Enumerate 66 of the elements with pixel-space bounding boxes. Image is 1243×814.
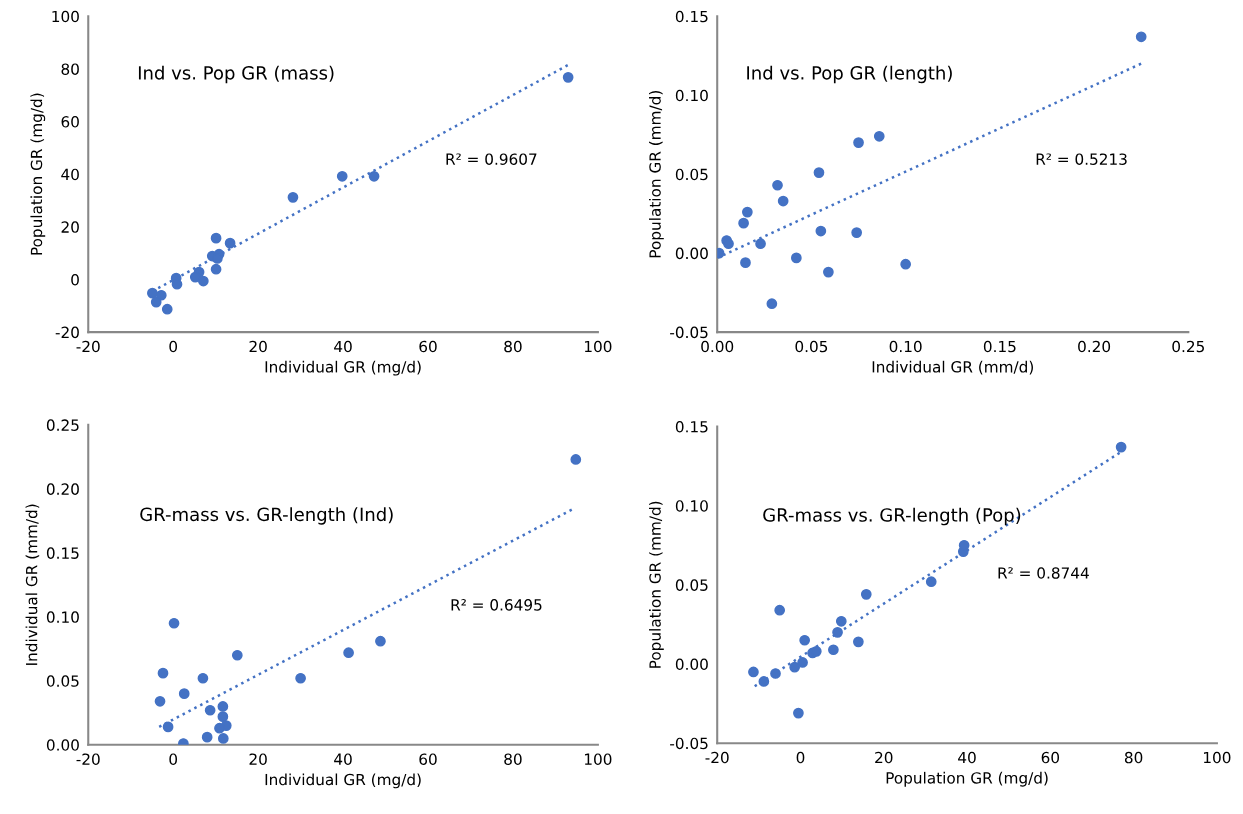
x-tick-label: 0 [796, 751, 805, 764]
y-tick-label: 0.15 [46, 547, 79, 559]
y-tick-label: 0.15 [675, 10, 708, 23]
text: GR-mass vs. GR-length (Pop) [763, 507, 1021, 526]
x-tick-label: 0.15 [983, 340, 1016, 353]
x-tick-label: 100 [584, 340, 612, 353]
y-tick-label: 0.05 [675, 168, 708, 181]
y-tick-label: 0.20 [46, 483, 79, 495]
x-tick-label: 0.20 [1078, 340, 1111, 353]
x-tick-label: 60 [419, 340, 437, 353]
x-tick-label: 80 [1124, 751, 1143, 764]
y-axis-title: Population GR (mm/d) [649, 501, 664, 668]
x-tick-label: 20 [875, 751, 893, 764]
x-tick-label: 0.25 [1172, 340, 1204, 353]
y-tick-label: -20 [55, 326, 79, 339]
y-tick-label: 0.00 [46, 739, 79, 751]
y-tick-label: 40 [61, 168, 79, 181]
text: Ind vs. Pop GR (length) [747, 65, 952, 84]
y-tick-label: -0.05 [670, 737, 708, 750]
annotation: R² = 0.6495 [451, 599, 542, 611]
y-tick-label: 0.10 [675, 500, 708, 512]
annotation: R² = 0.5213 [1036, 153, 1127, 165]
y-axis-title: Population GR (mg/d) [30, 93, 46, 255]
x-tick-label: 20 [249, 753, 267, 765]
x-tick-label: 40 [334, 340, 352, 353]
y-tick-label: 0.05 [675, 579, 708, 591]
y-tick-label: -0.05 [670, 326, 708, 339]
x-axis-title: Individual GR (mm/d) [872, 360, 1033, 375]
text: Ind vs. Pop GR (mass) [138, 65, 334, 84]
y-tick-label: 0.05 [46, 675, 79, 687]
x-tick-label: 100 [584, 753, 612, 765]
x-tick-label: -20 [76, 753, 100, 765]
x-tick-label: 40 [958, 751, 976, 764]
annotation: R² = 0.9607 [446, 153, 537, 165]
y-tick-label: 0 [71, 273, 79, 286]
x-tick-label: 20 [249, 340, 267, 353]
x-axis-title: Population GR (mg/d) [886, 771, 1048, 787]
y-tick-label: 0.10 [46, 611, 79, 623]
x-tick-label: 80 [504, 340, 522, 353]
x-tick-label: 80 [504, 753, 522, 765]
x-tick-label: 60 [1041, 751, 1060, 764]
x-tick-label: -20 [705, 751, 729, 764]
y-tick-label: 20 [61, 221, 79, 233]
x-axis-title: Individual GR (mg/d) [265, 360, 421, 376]
x-tick-label: 0.05 [795, 340, 828, 353]
x-tick-label: 0.10 [889, 340, 922, 353]
x-axis-title: Individual GR (mg/d) [265, 773, 421, 789]
x-tick-label: 0.00 [701, 340, 734, 353]
y-tick-label: 0.25 [46, 419, 79, 431]
y-tick-label: 100 [52, 10, 79, 23]
y-axis-title: Individual GR (mm/d) [25, 504, 40, 665]
x-tick-label: 0 [169, 753, 178, 765]
y-tick-label: 60 [61, 116, 79, 128]
y-tick-label: 0.00 [675, 658, 708, 671]
x-tick-label: -20 [76, 340, 100, 353]
text: GR-mass vs. GR-length (Ind) [140, 507, 393, 525]
y-tick-label: 0.00 [675, 247, 708, 260]
y-axis-title: Population GR (mm/d) [649, 91, 664, 258]
x-tick-label: 40 [334, 753, 352, 765]
x-tick-label: 100 [1203, 751, 1231, 764]
annotation: R² = 0.8744 [998, 567, 1089, 579]
x-tick-label: 60 [419, 753, 437, 765]
y-tick-label: 0.15 [675, 421, 708, 433]
y-tick-label: 0.10 [675, 89, 708, 102]
x-tick-label: 0 [169, 340, 178, 353]
y-tick-label: 80 [61, 63, 79, 75]
